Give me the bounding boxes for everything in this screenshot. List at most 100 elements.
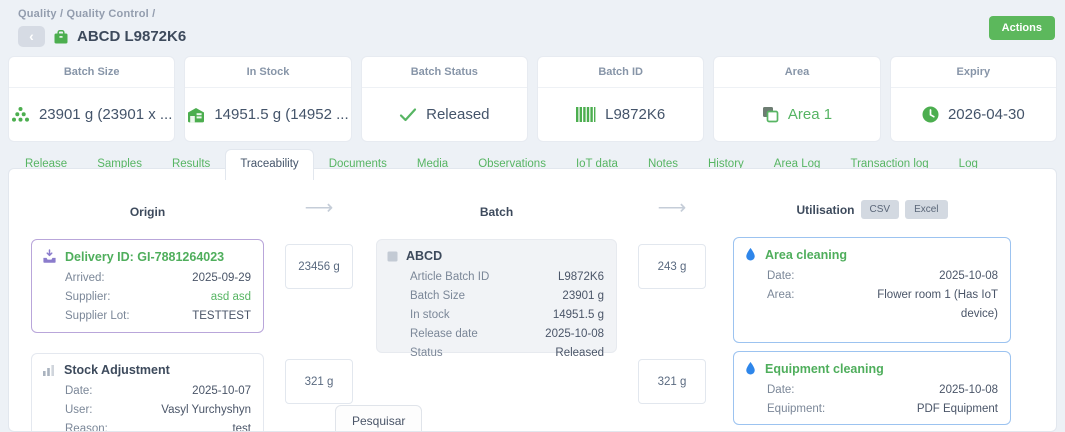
stock-adjustment-title: Stock Adjustment [64, 363, 170, 377]
tab-notes[interactable]: Notes [647, 158, 678, 170]
stat-label: Expiry [890, 57, 1056, 88]
field-row: Equipment: PDF Equipment [767, 400, 998, 419]
field-label: Article Batch ID [410, 271, 490, 283]
field-label: Date: [65, 385, 93, 397]
field-label: Date: [767, 384, 795, 396]
delivery-card-title[interactable]: Delivery ID: GI-7881264023 [65, 249, 225, 264]
cluster-dots-icon [11, 106, 30, 123]
amount-box: 23456 g [285, 244, 353, 289]
page-title: ABCD L9872K6 [77, 28, 187, 45]
field-label: Reason: [65, 423, 108, 432]
tab-iot-data[interactable]: IoT data [575, 158, 618, 170]
field-label: Date: [767, 270, 795, 282]
field-row: Date: 2025-10-08 [767, 381, 998, 400]
breadcrumb: Quality / Quality Control / [18, 8, 156, 20]
stat-cards-row: Batch Size 23901 g (23901 x ... In Stock… [8, 56, 1057, 142]
back-button[interactable]: ‹ [18, 26, 45, 47]
stat-value-text: L9872K6 [605, 106, 666, 123]
field-label: Supplier: [65, 291, 111, 303]
delivery-card[interactable]: Delivery ID: GI-7881264023 Arrived: 2025… [31, 239, 264, 333]
field-label: Area: [767, 289, 795, 301]
stat-label: In Stock [185, 57, 351, 88]
field-value: 14951.5 g [552, 309, 604, 321]
page-header: Quality / Quality Control / ‹ ABCD L9872… [0, 0, 1065, 47]
tab-history[interactable]: History [708, 158, 744, 170]
stat-value-text: 23901 g (23901 x ... [38, 106, 173, 123]
field-row: Reason: test [65, 420, 251, 432]
equipment-cleaning-card[interactable]: Equipment cleaning Date: 2025-10-08 Equi… [733, 351, 1011, 425]
stat-card-batch-status: Batch Status Released [360, 56, 528, 142]
field-value: test [232, 423, 251, 432]
stat-label: Area [714, 57, 880, 88]
batch-card[interactable]: ABCD Article Batch ID L9872K6 Batch Size… [376, 239, 617, 359]
field-row: Area: Flower room 1 (Has IoT device) [767, 286, 998, 324]
field-value: Flower room 1 (Has IoT device) [877, 289, 998, 320]
tab-transaction-log[interactable]: Transaction log [850, 158, 929, 170]
field-label: Supplier Lot: [65, 310, 130, 322]
field-row: User: Vasyl Yurchyshyn [65, 401, 251, 420]
area-squares-icon [762, 106, 779, 123]
field-row: In stock 14951.5 g [410, 306, 604, 325]
batch-column-header: Batch [479, 205, 514, 219]
field-value: PDF Equipment [916, 403, 998, 415]
stat-card-batch-id: Batch ID L9872K6 [536, 56, 705, 142]
delivery-icon [42, 249, 57, 264]
check-icon [399, 107, 417, 123]
amount-box: 321 g [285, 359, 353, 404]
actions-button[interactable]: Actions [988, 16, 1055, 40]
field-row: Article Batch ID L9872K6 [410, 268, 604, 287]
warehouse-icon [187, 107, 205, 123]
field-row: Release date 2025-10-08 [410, 325, 604, 344]
stat-card-area: Area Area 1 [713, 56, 881, 142]
field-row: Supplier: asd asd [65, 288, 251, 307]
supplier-link[interactable]: asd asd [210, 291, 251, 303]
utilisation-column-header: Utilisation CSV Excel [733, 200, 1011, 219]
tab-traceability[interactable]: Traceability [225, 149, 314, 180]
utilisation-header-label: Utilisation [796, 202, 855, 217]
traceability-panel: Origin ⟶ Batch ⟶ Utilisation CSV Excel D… [8, 168, 1057, 432]
droplet-icon [744, 361, 757, 376]
field-row: Date: 2025-10-08 [767, 267, 998, 286]
flow-arrow-icon: ⟶ [657, 197, 687, 219]
tab-area-log[interactable]: Area Log [773, 158, 821, 170]
amount-box: 243 g [638, 244, 706, 289]
tab-log[interactable]: Log [958, 158, 978, 170]
area-cleaning-card[interactable]: Area cleaning Date: 2025-10-08 Area: Flo… [733, 237, 1011, 343]
clock-icon [922, 106, 939, 123]
field-value: 2025-09-29 [192, 272, 251, 284]
stat-value-link[interactable]: Area 1 [787, 106, 833, 123]
stock-adjustment-card[interactable]: Stock Adjustment Date: 2025-10-07 User: … [31, 353, 264, 432]
stat-card-batch-size: Batch Size 23901 g (23901 x ... [8, 56, 176, 142]
search-button[interactable]: Pesquisar [335, 405, 423, 431]
field-value: 2025-10-08 [545, 328, 604, 340]
field-label: Equipment: [767, 403, 826, 415]
tab-bar: Release Samples Results Traceability Doc… [10, 149, 1057, 180]
origin-column-header: Origin [129, 205, 166, 219]
tab-documents[interactable]: Documents [328, 158, 387, 170]
stat-label: Batch Size [9, 57, 175, 88]
field-value: L9872K6 [557, 271, 604, 283]
adjustment-chart-icon [42, 363, 56, 377]
stat-value-text: 14951.5 g (14952 ... [214, 106, 349, 123]
field-row: Supplier Lot: TESTTEST [65, 307, 251, 326]
field-label: Batch Size [410, 290, 465, 302]
batch-square-icon [387, 251, 398, 262]
tab-release[interactable]: Release [25, 158, 68, 170]
barcode-icon [576, 107, 596, 122]
field-row: Batch Size 23901 g [410, 287, 604, 306]
field-label: Status [410, 347, 443, 359]
field-label: Arrived: [65, 272, 105, 284]
field-row: Date: 2025-10-07 [65, 382, 251, 401]
export-excel-button[interactable]: Excel [905, 200, 948, 219]
stat-value-text: Released [426, 106, 490, 123]
field-value: TESTTEST [192, 310, 251, 322]
tab-results[interactable]: Results [171, 158, 211, 170]
tab-observations[interactable]: Observations [478, 158, 546, 170]
tab-media[interactable]: Media [416, 158, 449, 170]
export-csv-button[interactable]: CSV [860, 200, 900, 219]
field-label: Release date [410, 328, 478, 340]
field-value: 23901 g [562, 290, 604, 302]
field-row: Status Released [410, 344, 604, 363]
stat-label: Batch Status [361, 57, 527, 88]
tab-samples[interactable]: Samples [97, 158, 142, 170]
